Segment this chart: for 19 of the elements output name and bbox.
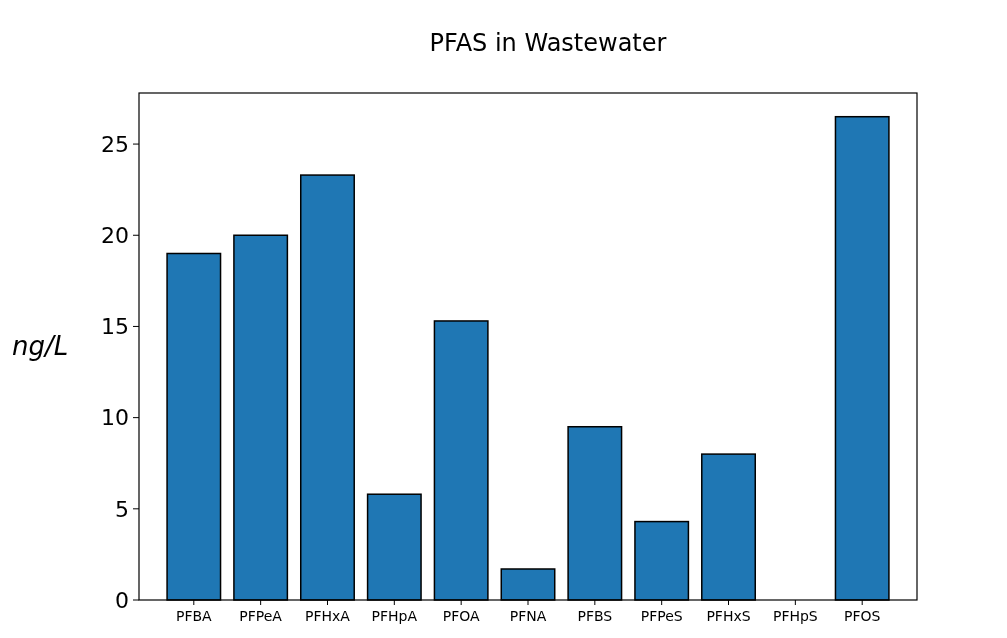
y-tick-label: 25	[101, 131, 129, 157]
x-tick-label: PFHpA	[371, 608, 418, 624]
x-tick-label: PFBS	[577, 608, 613, 624]
y-tick-label: 20	[101, 222, 129, 248]
y-tick-label: 10	[101, 405, 129, 431]
chart-title: PFAS in Wastewater	[429, 29, 667, 57]
x-tick-label: PFHxS	[706, 608, 751, 624]
y-tick-label: 0	[115, 587, 129, 613]
x-tick-label: PFNA	[509, 608, 547, 624]
x-tick-label: PFHpS	[772, 608, 818, 624]
y-tick-label: 5	[115, 496, 129, 522]
y-tick-label: 15	[101, 314, 129, 340]
x-tick-label: PFOA	[442, 608, 480, 624]
y-axis-title: ng/L	[12, 330, 69, 361]
x-tick-label: PFPeA	[239, 608, 283, 624]
x-tick-label: PFBA	[175, 608, 213, 624]
x-tick-label: PFHxA	[305, 608, 351, 624]
x-tick-label: PFPeS	[640, 608, 683, 624]
x-tick-label: PFOS	[843, 608, 881, 624]
